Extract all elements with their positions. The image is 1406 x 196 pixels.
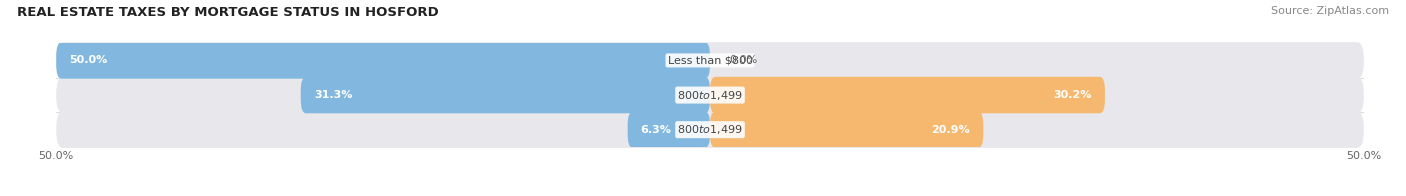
FancyBboxPatch shape (56, 42, 1364, 79)
Text: 20.9%: 20.9% (932, 125, 970, 135)
FancyBboxPatch shape (301, 77, 710, 113)
Text: REAL ESTATE TAXES BY MORTGAGE STATUS IN HOSFORD: REAL ESTATE TAXES BY MORTGAGE STATUS IN … (17, 6, 439, 19)
Text: 50.0%: 50.0% (69, 55, 108, 65)
Text: 0.0%: 0.0% (730, 55, 758, 65)
Text: Less than $800: Less than $800 (668, 55, 752, 65)
Text: 31.3%: 31.3% (314, 90, 353, 100)
FancyBboxPatch shape (56, 42, 710, 79)
FancyBboxPatch shape (710, 112, 983, 148)
FancyBboxPatch shape (627, 112, 710, 148)
Text: 6.3%: 6.3% (641, 125, 672, 135)
Text: $800 to $1,499: $800 to $1,499 (678, 89, 742, 102)
FancyBboxPatch shape (56, 77, 1364, 113)
FancyBboxPatch shape (710, 77, 1105, 113)
Text: $800 to $1,499: $800 to $1,499 (678, 123, 742, 136)
Text: Source: ZipAtlas.com: Source: ZipAtlas.com (1271, 6, 1389, 16)
FancyBboxPatch shape (56, 112, 1364, 148)
Text: 30.2%: 30.2% (1053, 90, 1092, 100)
